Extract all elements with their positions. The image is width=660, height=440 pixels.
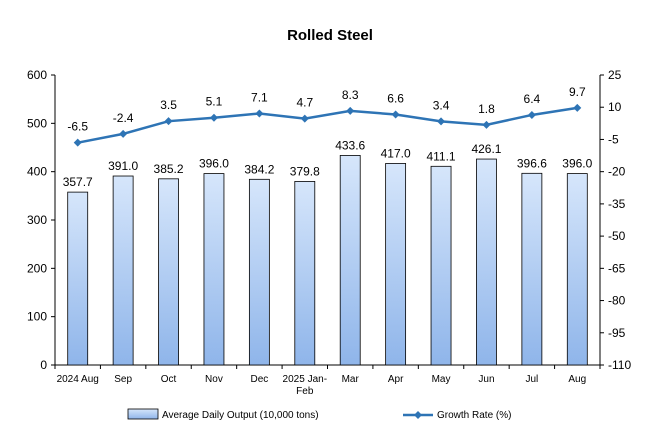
bar bbox=[248, 178, 270, 366]
y-right-tick-label: -110 bbox=[608, 358, 631, 372]
growth-marker bbox=[346, 106, 355, 115]
growth-marker bbox=[437, 117, 446, 126]
growth-value-label: -2.4 bbox=[113, 111, 134, 125]
y-right-tick-label: -35 bbox=[608, 197, 626, 211]
growth-value-label: -6.5 bbox=[67, 120, 88, 134]
growth-marker bbox=[391, 110, 400, 119]
growth-value-label: 6.4 bbox=[524, 92, 541, 106]
growth-marker bbox=[209, 113, 218, 122]
bar-value-label: 396.0 bbox=[199, 157, 229, 171]
bar bbox=[566, 173, 588, 366]
x-tick-label: Sep bbox=[114, 374, 132, 385]
growth-value-label: 3.5 bbox=[160, 98, 177, 112]
growth-marker bbox=[255, 109, 264, 118]
growth-value-label: 7.1 bbox=[251, 90, 268, 104]
bar bbox=[476, 158, 497, 366]
growth-marker bbox=[482, 120, 491, 129]
x-tick-label: 2025 Jan- bbox=[283, 374, 327, 385]
bar bbox=[521, 172, 543, 366]
y-right-tick-label: -5 bbox=[608, 132, 619, 146]
y-right-tick-label: -80 bbox=[608, 294, 626, 308]
growth-value-label: 6.6 bbox=[387, 92, 404, 106]
y-left-tick-label: 200 bbox=[27, 261, 47, 275]
bar-value-label: 396.6 bbox=[517, 156, 547, 170]
y-left-tick-label: 600 bbox=[27, 68, 47, 82]
growth-marker bbox=[164, 117, 173, 126]
y-right-tick-label: -95 bbox=[608, 326, 626, 340]
legend-bar-label: Average Daily Output (10,000 tons) bbox=[162, 410, 319, 421]
x-tick-label: Apr bbox=[388, 374, 404, 385]
bar-value-label: 433.6 bbox=[335, 138, 365, 152]
bar bbox=[339, 155, 361, 366]
bar-value-label: 411.1 bbox=[426, 149, 455, 163]
y-left-tick-label: 400 bbox=[27, 165, 47, 179]
y-right-tick-label: 10 bbox=[608, 100, 622, 114]
bar bbox=[67, 191, 89, 366]
y-right-tick-label: -50 bbox=[608, 229, 626, 243]
growth-value-label: 5.1 bbox=[206, 95, 223, 109]
bar bbox=[203, 173, 225, 366]
y-right-tick-label: -65 bbox=[608, 261, 626, 275]
x-tick-label: Jul bbox=[525, 374, 538, 385]
x-tick-label: Jun bbox=[478, 374, 494, 385]
y-left-tick-label: 500 bbox=[27, 116, 47, 130]
x-tick-label: Dec bbox=[250, 374, 268, 385]
legend-line-marker bbox=[414, 411, 422, 419]
growth-value-label: 9.7 bbox=[569, 85, 586, 99]
growth-line bbox=[73, 103, 582, 147]
bar bbox=[158, 178, 179, 366]
legend-bar-swatch bbox=[127, 408, 159, 420]
bar-value-label: 396.0 bbox=[562, 157, 592, 171]
legend: Average Daily Output (10,000 tons) Growth… bbox=[127, 408, 511, 421]
growth-value-label: 1.8 bbox=[478, 102, 495, 116]
y-left-tick-label: 300 bbox=[27, 213, 47, 227]
bar bbox=[430, 165, 452, 366]
growth-marker bbox=[119, 129, 128, 138]
growth-value-label: 8.3 bbox=[342, 88, 359, 102]
bar bbox=[294, 181, 316, 366]
bar bbox=[112, 175, 134, 366]
bar-value-label: 379.8 bbox=[290, 164, 320, 178]
y-left-tick-label: 0 bbox=[40, 358, 47, 372]
growth-marker bbox=[73, 138, 82, 147]
x-tick-label: 2024 Aug bbox=[57, 374, 99, 385]
bar-value-label: 384.2 bbox=[244, 162, 274, 176]
x-tick-label: Feb bbox=[296, 386, 314, 397]
x-tick-label: Aug bbox=[568, 374, 586, 385]
bar bbox=[385, 163, 407, 366]
y-right-tick-label: 25 bbox=[608, 68, 622, 82]
x-tick-label: May bbox=[432, 374, 451, 385]
growth-value-label: 4.7 bbox=[296, 96, 313, 110]
x-tick-label: Nov bbox=[205, 374, 223, 385]
growth-marker bbox=[527, 110, 536, 119]
growth-line-path bbox=[77, 106, 578, 144]
bar-value-label: 391.0 bbox=[108, 159, 138, 173]
legend-line-label: Growth Rate (%) bbox=[437, 410, 511, 421]
bar-value-label: 385.2 bbox=[154, 162, 184, 176]
y-right-tick-label: -20 bbox=[608, 165, 626, 179]
bar-value-label: 417.0 bbox=[381, 146, 411, 160]
growth-marker bbox=[573, 103, 582, 112]
x-tick-label: Mar bbox=[342, 374, 360, 385]
growth-marker bbox=[300, 114, 309, 123]
x-tick-label: Oct bbox=[161, 374, 177, 385]
bar-value-label: 357.7 bbox=[63, 175, 93, 189]
bars bbox=[67, 155, 588, 366]
data-labels: 357.7 391.0 385.2 396.0 384.2 379.8 433.6 417.0… bbox=[63, 85, 593, 189]
growth-value-label: 3.4 bbox=[433, 98, 450, 112]
chart-title: Rolled Steel bbox=[287, 27, 373, 44]
bar-value-label: 426.1 bbox=[471, 142, 501, 156]
axes: 0 100 200 300 400 500 600 25 10 -5 -20 -35 -50 -65 -80… bbox=[27, 68, 631, 397]
y-left-tick-label: 100 bbox=[27, 310, 47, 324]
